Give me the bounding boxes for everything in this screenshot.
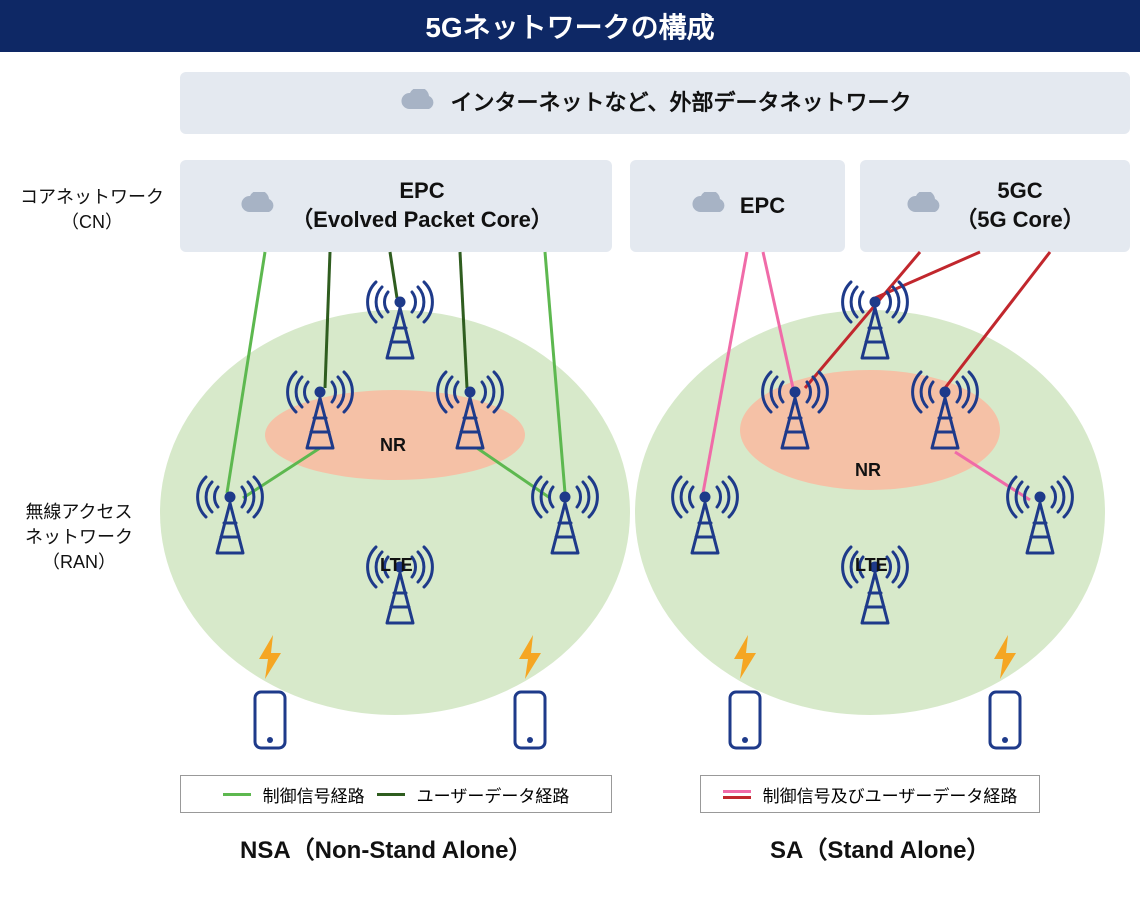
tower-icon xyxy=(760,370,830,450)
tower-icon xyxy=(840,280,910,360)
phone-icon xyxy=(725,690,765,750)
phone-icon xyxy=(250,690,290,750)
lightning-icon xyxy=(255,635,285,679)
phone-icon xyxy=(985,690,1025,750)
tower-icon xyxy=(195,475,265,555)
sa-legend: 制御信号及びユーザーデータ経路 xyxy=(700,775,1040,813)
nsa-nr-label: NR xyxy=(380,435,406,456)
legend-line-user xyxy=(377,793,405,796)
legend-control-text: 制御信号経路 xyxy=(263,782,365,807)
tower-icon xyxy=(670,475,740,555)
legend-user-text: ユーザーデータ経路 xyxy=(417,782,570,807)
cloud-icon xyxy=(399,89,437,118)
lightning-icon xyxy=(990,635,1020,679)
tower-icon xyxy=(365,280,435,360)
lightning-icon xyxy=(730,635,760,679)
sa-5gc-box: 5GC （5G Core） xyxy=(860,160,1130,252)
nsa-legend: 制御信号経路 ユーザーデータ経路 xyxy=(180,775,612,813)
page-title: 5Gネットワークの構成 xyxy=(425,6,714,46)
phone-icon xyxy=(510,690,550,750)
legend-line-combined xyxy=(723,790,751,799)
internet-label: インターネットなど、外部データネットワーク xyxy=(451,89,912,118)
nsa-lte-label: LTE xyxy=(380,555,413,576)
legend-line-control xyxy=(223,793,251,796)
cloud-icon xyxy=(690,192,728,221)
tower-icon xyxy=(530,475,600,555)
ran-label: 無線アクセスネットワーク（RAN） xyxy=(25,500,133,576)
cloud-icon xyxy=(239,192,277,221)
tower-icon xyxy=(1005,475,1075,555)
lightning-icon xyxy=(515,635,545,679)
tower-icon xyxy=(285,370,355,450)
tower-icon xyxy=(435,370,505,450)
sa-epc-box: EPC xyxy=(630,160,845,252)
tower-icon xyxy=(910,370,980,450)
nsa-epc-box: EPC （Evolved Packet Core） xyxy=(180,160,612,252)
sa-bottom-label: SA（Stand Alone） xyxy=(770,830,990,865)
sa-5gc-label: 5GC （5G Core） xyxy=(955,177,1085,234)
core-network-label: コアネットワーク（CN） xyxy=(20,185,164,235)
title-bar: 5Gネットワークの構成 xyxy=(0,0,1140,52)
cloud-icon xyxy=(905,192,943,221)
internet-box: インターネットなど、外部データネットワーク xyxy=(180,72,1130,134)
nsa-epc-label: EPC （Evolved Packet Core） xyxy=(291,177,553,234)
sa-nr-label: NR xyxy=(855,460,881,481)
nsa-bottom-label: NSA（Non-Stand Alone） xyxy=(240,830,532,865)
sa-epc-label: EPC xyxy=(740,192,785,221)
legend-combined-text: 制御信号及びユーザーデータ経路 xyxy=(763,782,1018,807)
sa-lte-label: LTE xyxy=(855,555,888,576)
